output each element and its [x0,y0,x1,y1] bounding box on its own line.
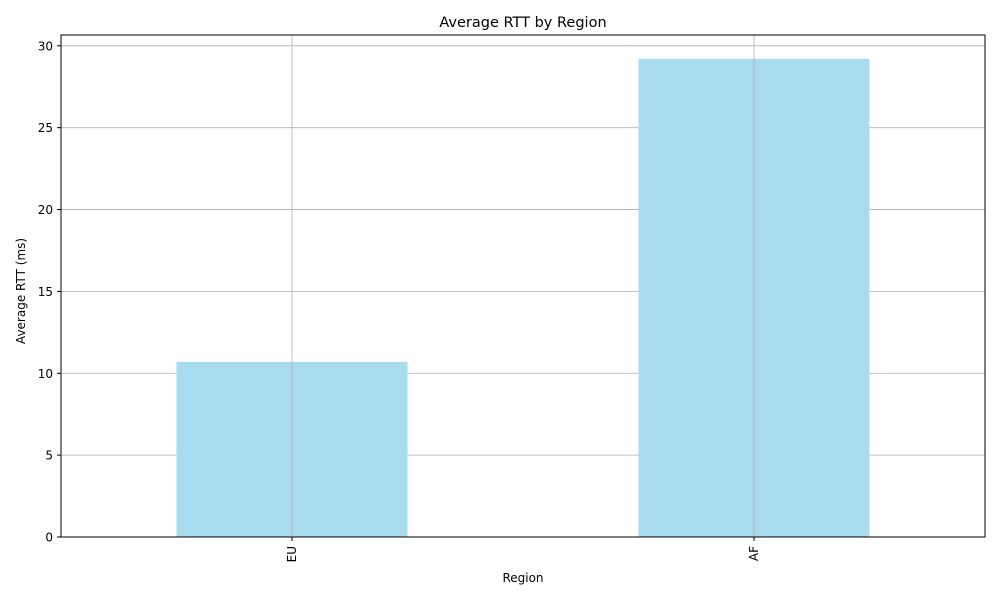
x-axis-label: Region [502,571,543,585]
y-tick-label: 5 [45,449,53,463]
y-tick-label: 15 [38,285,53,299]
bars [176,58,870,538]
y-tick-label: 30 [38,39,53,53]
y-tick-label: 10 [38,367,53,381]
x-tick-label: EU [285,546,299,562]
y-tick-label: 0 [45,531,53,545]
y-tick-label: 25 [38,121,53,135]
y-tick-label: 20 [38,203,53,217]
vertical-grid [291,35,755,537]
ticks: 0 5 10 15 20 25 30 EU AF [38,39,761,562]
plot-frame [60,34,986,538]
y-axis-label: Average RTT (ms) [14,238,28,344]
x-tick-label: AF [747,546,761,561]
chart-title: Average RTT by Region [439,15,606,31]
axes [60,34,986,538]
